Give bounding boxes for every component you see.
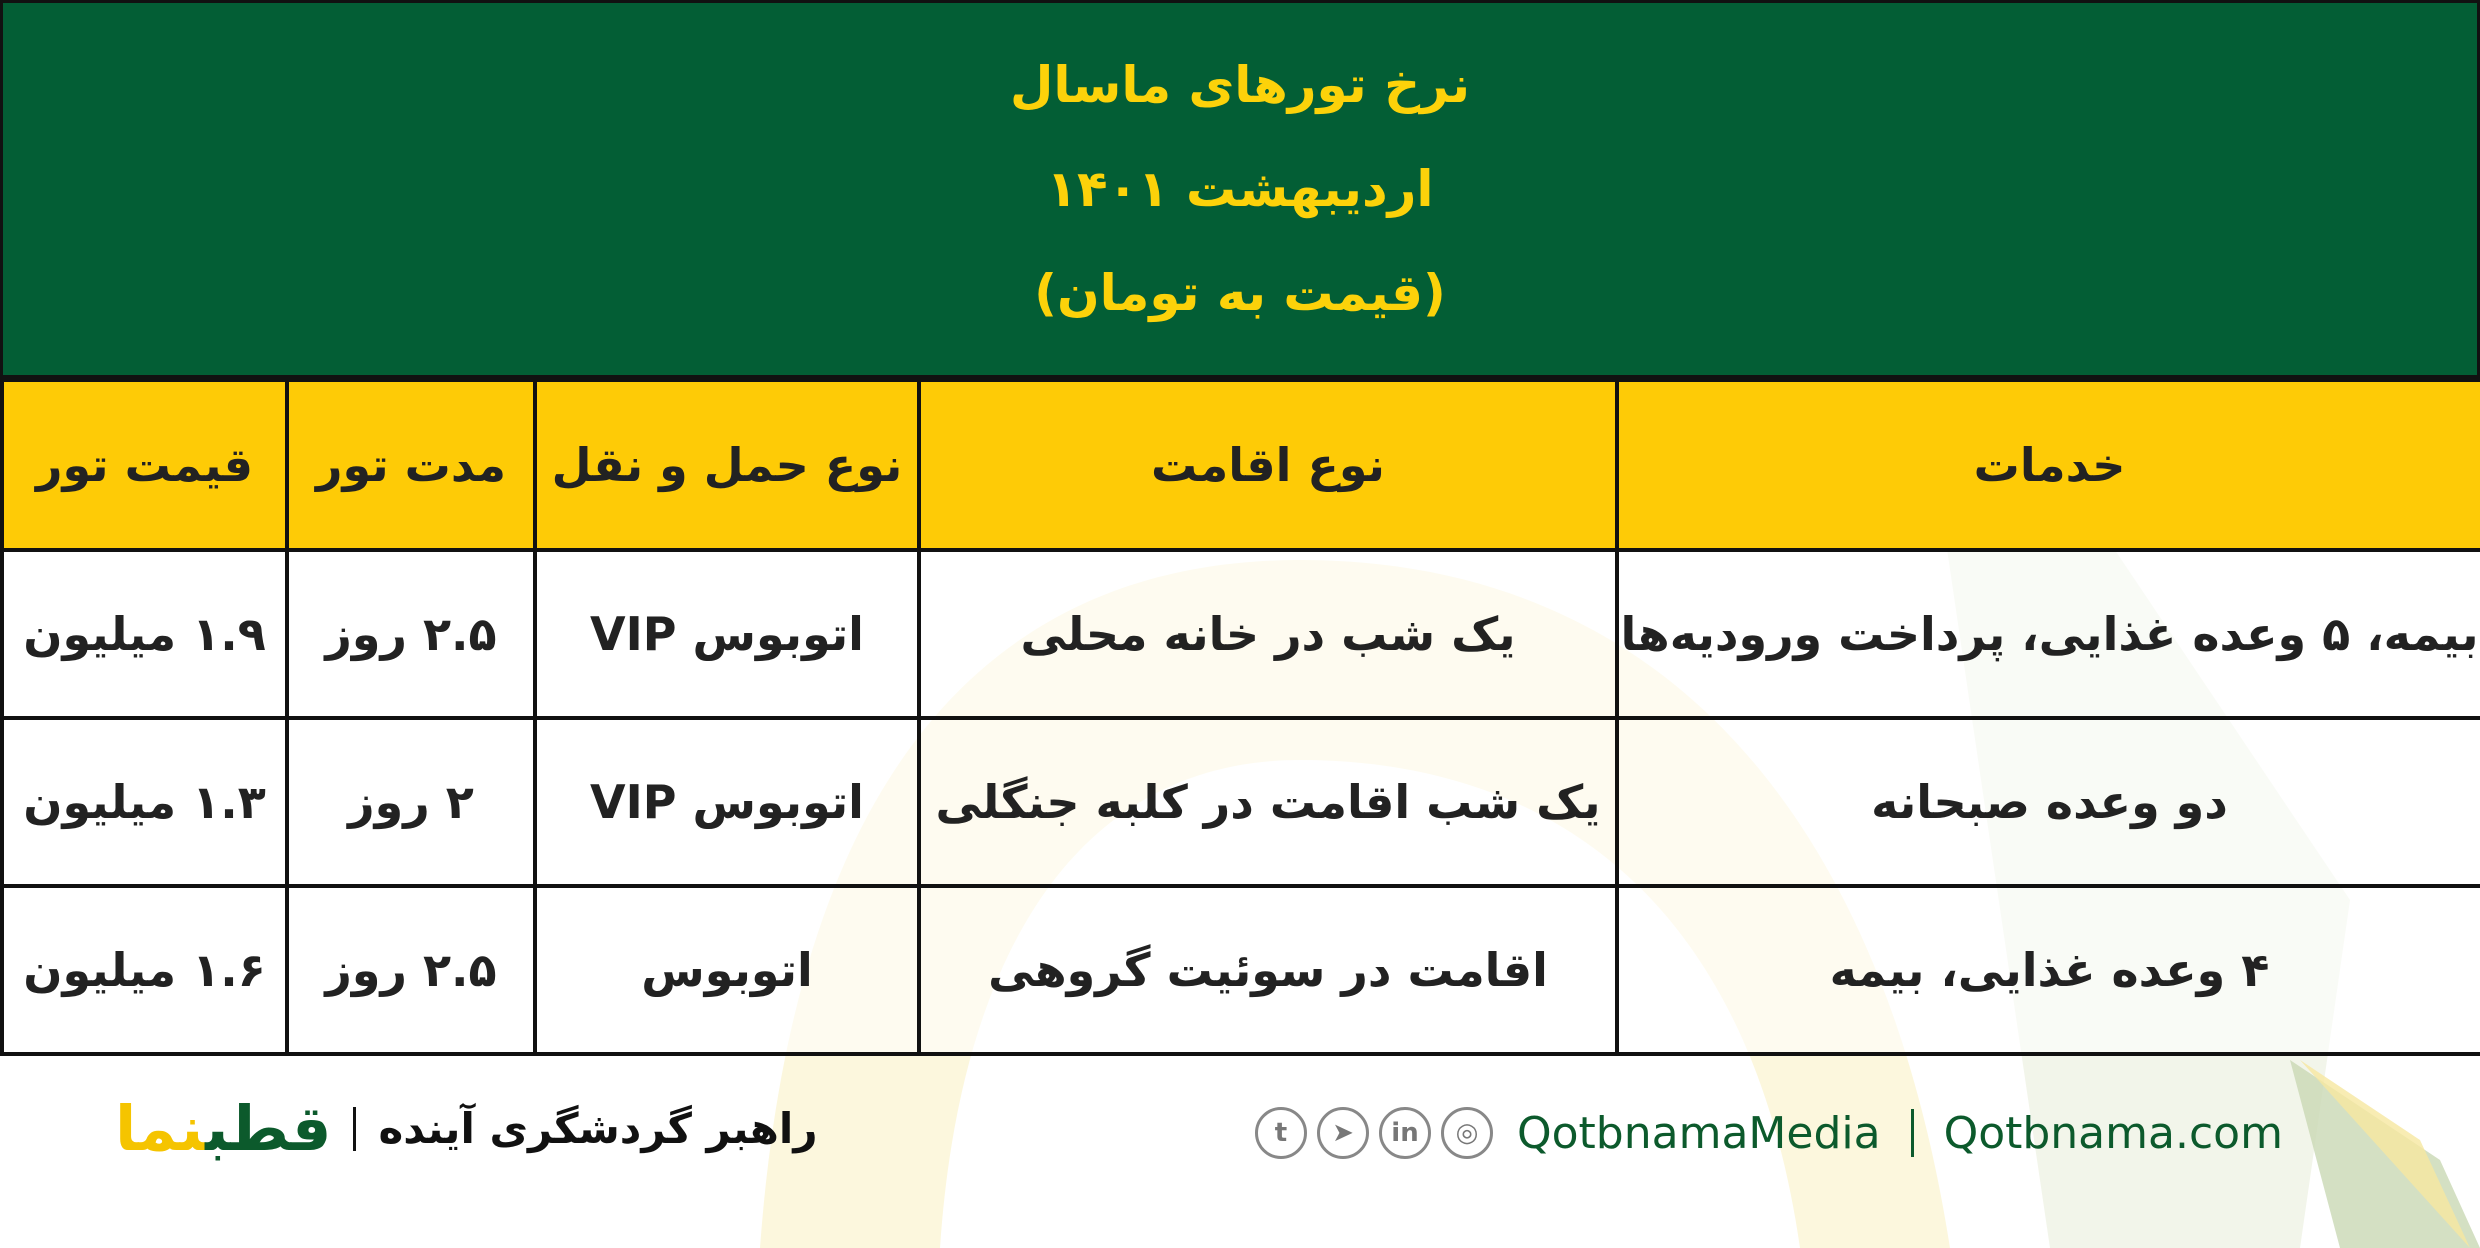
twitter-icon[interactable]: t <box>1255 1107 1307 1159</box>
cell-services: ۴ وعده غذایی، بیمه <box>1615 884 2480 1056</box>
cell-transport: اتوبوس <box>533 884 921 1056</box>
cell-price: ۱.۹ میلیون <box>0 548 289 720</box>
cell-price: ۱.۶ میلیون <box>0 884 289 1056</box>
cell-transport: اتوبوس VIP <box>533 548 921 720</box>
table-row: بیمه، ۵ وعده غذایی، پرداخت ورودیه‌ها یک … <box>0 548 2480 720</box>
column-header-accommodation: نوع اقامت <box>917 378 1619 552</box>
divider <box>353 1106 357 1151</box>
column-header-duration: مدت تور <box>285 378 537 552</box>
price-note: (قیمت به تومان) <box>1034 264 1446 322</box>
cell-duration: ۲.۵ روز <box>285 548 537 720</box>
cell-accommodation: یک شب در خانه محلی <box>917 548 1619 720</box>
page-date: اردیبهشت ۱۴۰۱ <box>1046 160 1434 218</box>
telegram-icon[interactable]: ➤ <box>1317 1107 1369 1159</box>
social-links: t ➤ in ◎ QotbnamaMedia Qotbnama.com <box>1255 1107 2283 1159</box>
table-row: دو وعده صبحانه یک شب اقامت در کلبه جنگلی… <box>0 716 2480 888</box>
brand: قطبنما راهبر گردشگری آینده <box>115 1092 818 1165</box>
cell-accommodation: یک شب اقامت در کلبه جنگلی <box>917 716 1619 888</box>
table-header-row: خدمات نوع اقامت نوع حمل و نقل مدت تور قی… <box>0 378 2480 552</box>
cell-accommodation: اقامت در سوئیت گروهی <box>917 884 1619 1056</box>
cell-duration: ۲ روز <box>285 716 537 888</box>
divider <box>1910 1109 1914 1157</box>
column-header-transport: نوع حمل و نقل <box>533 378 921 552</box>
linkedin-icon[interactable]: in <box>1379 1107 1431 1159</box>
cell-services: دو وعده صبحانه <box>1615 716 2480 888</box>
header-banner: نرخ تورهای ماسال اردیبهشت ۱۴۰۱ (قیمت به … <box>0 0 2480 378</box>
table-row: ۴ وعده غذایی، بیمه اقامت در سوئیت گروهی … <box>0 884 2480 1056</box>
cell-price: ۱.۳ میلیون <box>0 716 289 888</box>
website-link[interactable]: Qotbnama.com <box>1943 1107 2283 1159</box>
cell-services: بیمه، ۵ وعده غذایی، پرداخت ورودیه‌ها <box>1615 548 2480 720</box>
column-header-price: قیمت تور <box>0 378 289 552</box>
cell-transport: اتوبوس VIP <box>533 716 921 888</box>
column-header-services: خدمات <box>1615 378 2480 552</box>
cell-duration: ۲.۵ روز <box>285 884 537 1056</box>
tour-price-table: خدمات نوع اقامت نوع حمل و نقل مدت تور قی… <box>0 378 2480 1056</box>
tagline: راهبر گردشگری آینده <box>378 1104 818 1153</box>
footer: قطبنما راهبر گردشگری آینده t ➤ in ◎ Qotb… <box>0 1052 2480 1248</box>
page-title: نرخ تورهای ماسال <box>1010 56 1470 114</box>
qotbnama-logo: قطبنما <box>115 1092 332 1165</box>
social-handle[interactable]: QotbnamaMedia <box>1517 1107 1881 1159</box>
instagram-icon[interactable]: ◎ <box>1441 1107 1493 1159</box>
